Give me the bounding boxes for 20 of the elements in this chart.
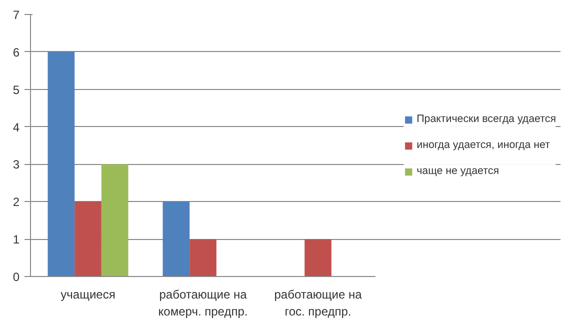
bar [101, 164, 128, 276]
y-tick-label: 5 [12, 82, 20, 97]
bar [48, 52, 75, 276]
y-tick-label: 2 [12, 195, 20, 210]
legend-label: Практически всегда удается [416, 113, 556, 125]
legend-label: чаще не удается [416, 165, 499, 177]
y-tick-label: 3 [12, 158, 20, 172]
bar [74, 202, 102, 276]
y-tick-label: 6 [12, 45, 20, 60]
y-tick-label: 0 [12, 270, 20, 284]
x-tick-label: учащиеся [60, 288, 116, 302]
bar [162, 202, 190, 276]
x-tick-label: работающие на комерч. предпр. [158, 288, 248, 318]
y-tick-label: 1 [12, 232, 20, 247]
bar [190, 239, 216, 276]
bar [304, 239, 332, 276]
x-tick-label: работающие на гос. предпр. [274, 288, 362, 318]
y-tick-label: 7 [12, 8, 20, 22]
y-tick-label: 4 [12, 120, 20, 134]
legend-label: иногда удается, иногда нет [416, 139, 550, 151]
